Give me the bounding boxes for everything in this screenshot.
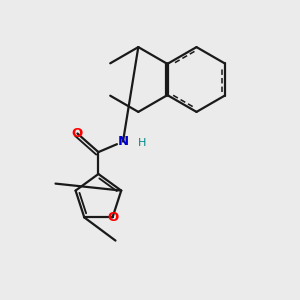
Text: O: O xyxy=(107,211,118,224)
Text: H: H xyxy=(138,138,146,148)
Text: N: N xyxy=(117,135,129,148)
Text: O: O xyxy=(72,127,83,140)
